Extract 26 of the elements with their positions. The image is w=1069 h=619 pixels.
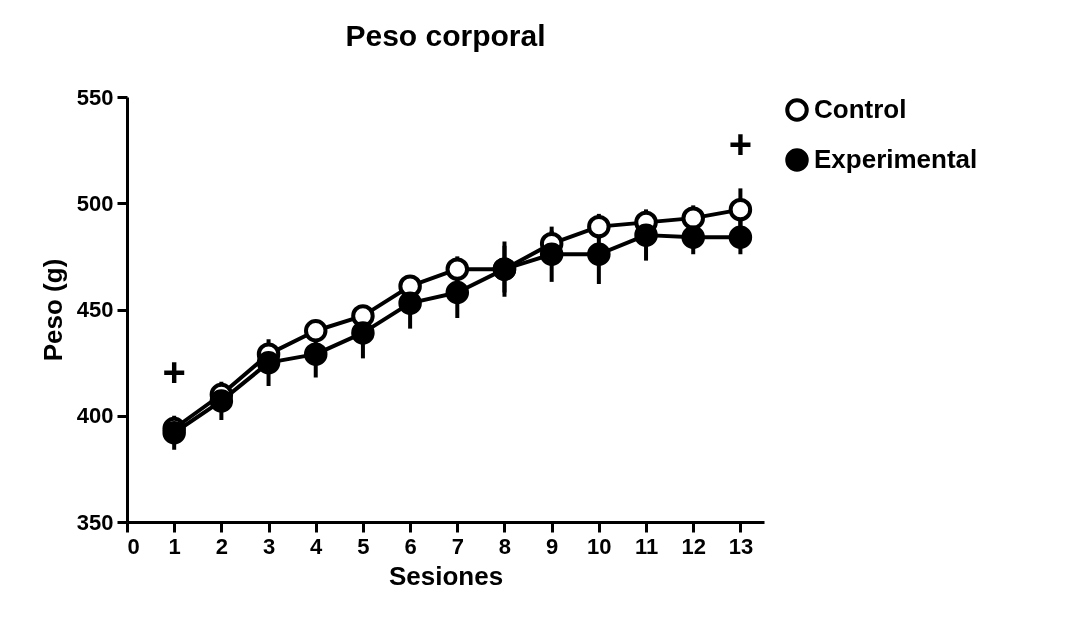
annotation: + <box>728 122 753 167</box>
legend-label: Experimental <box>814 144 978 174</box>
x-tick-label: 2 <box>215 533 228 559</box>
x-tick-label: 4 <box>310 533 324 559</box>
annotation: + <box>162 349 186 394</box>
x-tick-label: 11 <box>634 533 659 559</box>
x-tick-label: 3 <box>262 533 276 559</box>
y-tick-label: 550 <box>76 84 114 110</box>
x-tick-label: 12 <box>681 533 706 559</box>
legend-label: Control <box>814 94 907 124</box>
y-tick-label: 400 <box>76 403 114 429</box>
y-tick-label: 350 <box>76 509 114 535</box>
x-tick-label: 5 <box>357 533 370 559</box>
x-tick-label: 10 <box>587 533 612 559</box>
chart-title: Peso corporal <box>345 19 546 52</box>
x-tick-label: 13 <box>728 533 754 559</box>
x-tick-label: 9 <box>546 533 559 559</box>
x-axis-title: Sesiones <box>388 560 504 591</box>
x-tick-label: 0 <box>127 533 140 559</box>
x-tick-label: 7 <box>451 533 464 559</box>
x-tick-label: 1 <box>168 533 181 559</box>
y-tick-label: 500 <box>76 190 114 216</box>
x-tick-label: 6 <box>404 533 417 559</box>
x-tick-label: 8 <box>498 533 512 559</box>
y-axis-title: Peso (g) <box>37 258 68 362</box>
y-tick-label: 450 <box>76 297 114 322</box>
